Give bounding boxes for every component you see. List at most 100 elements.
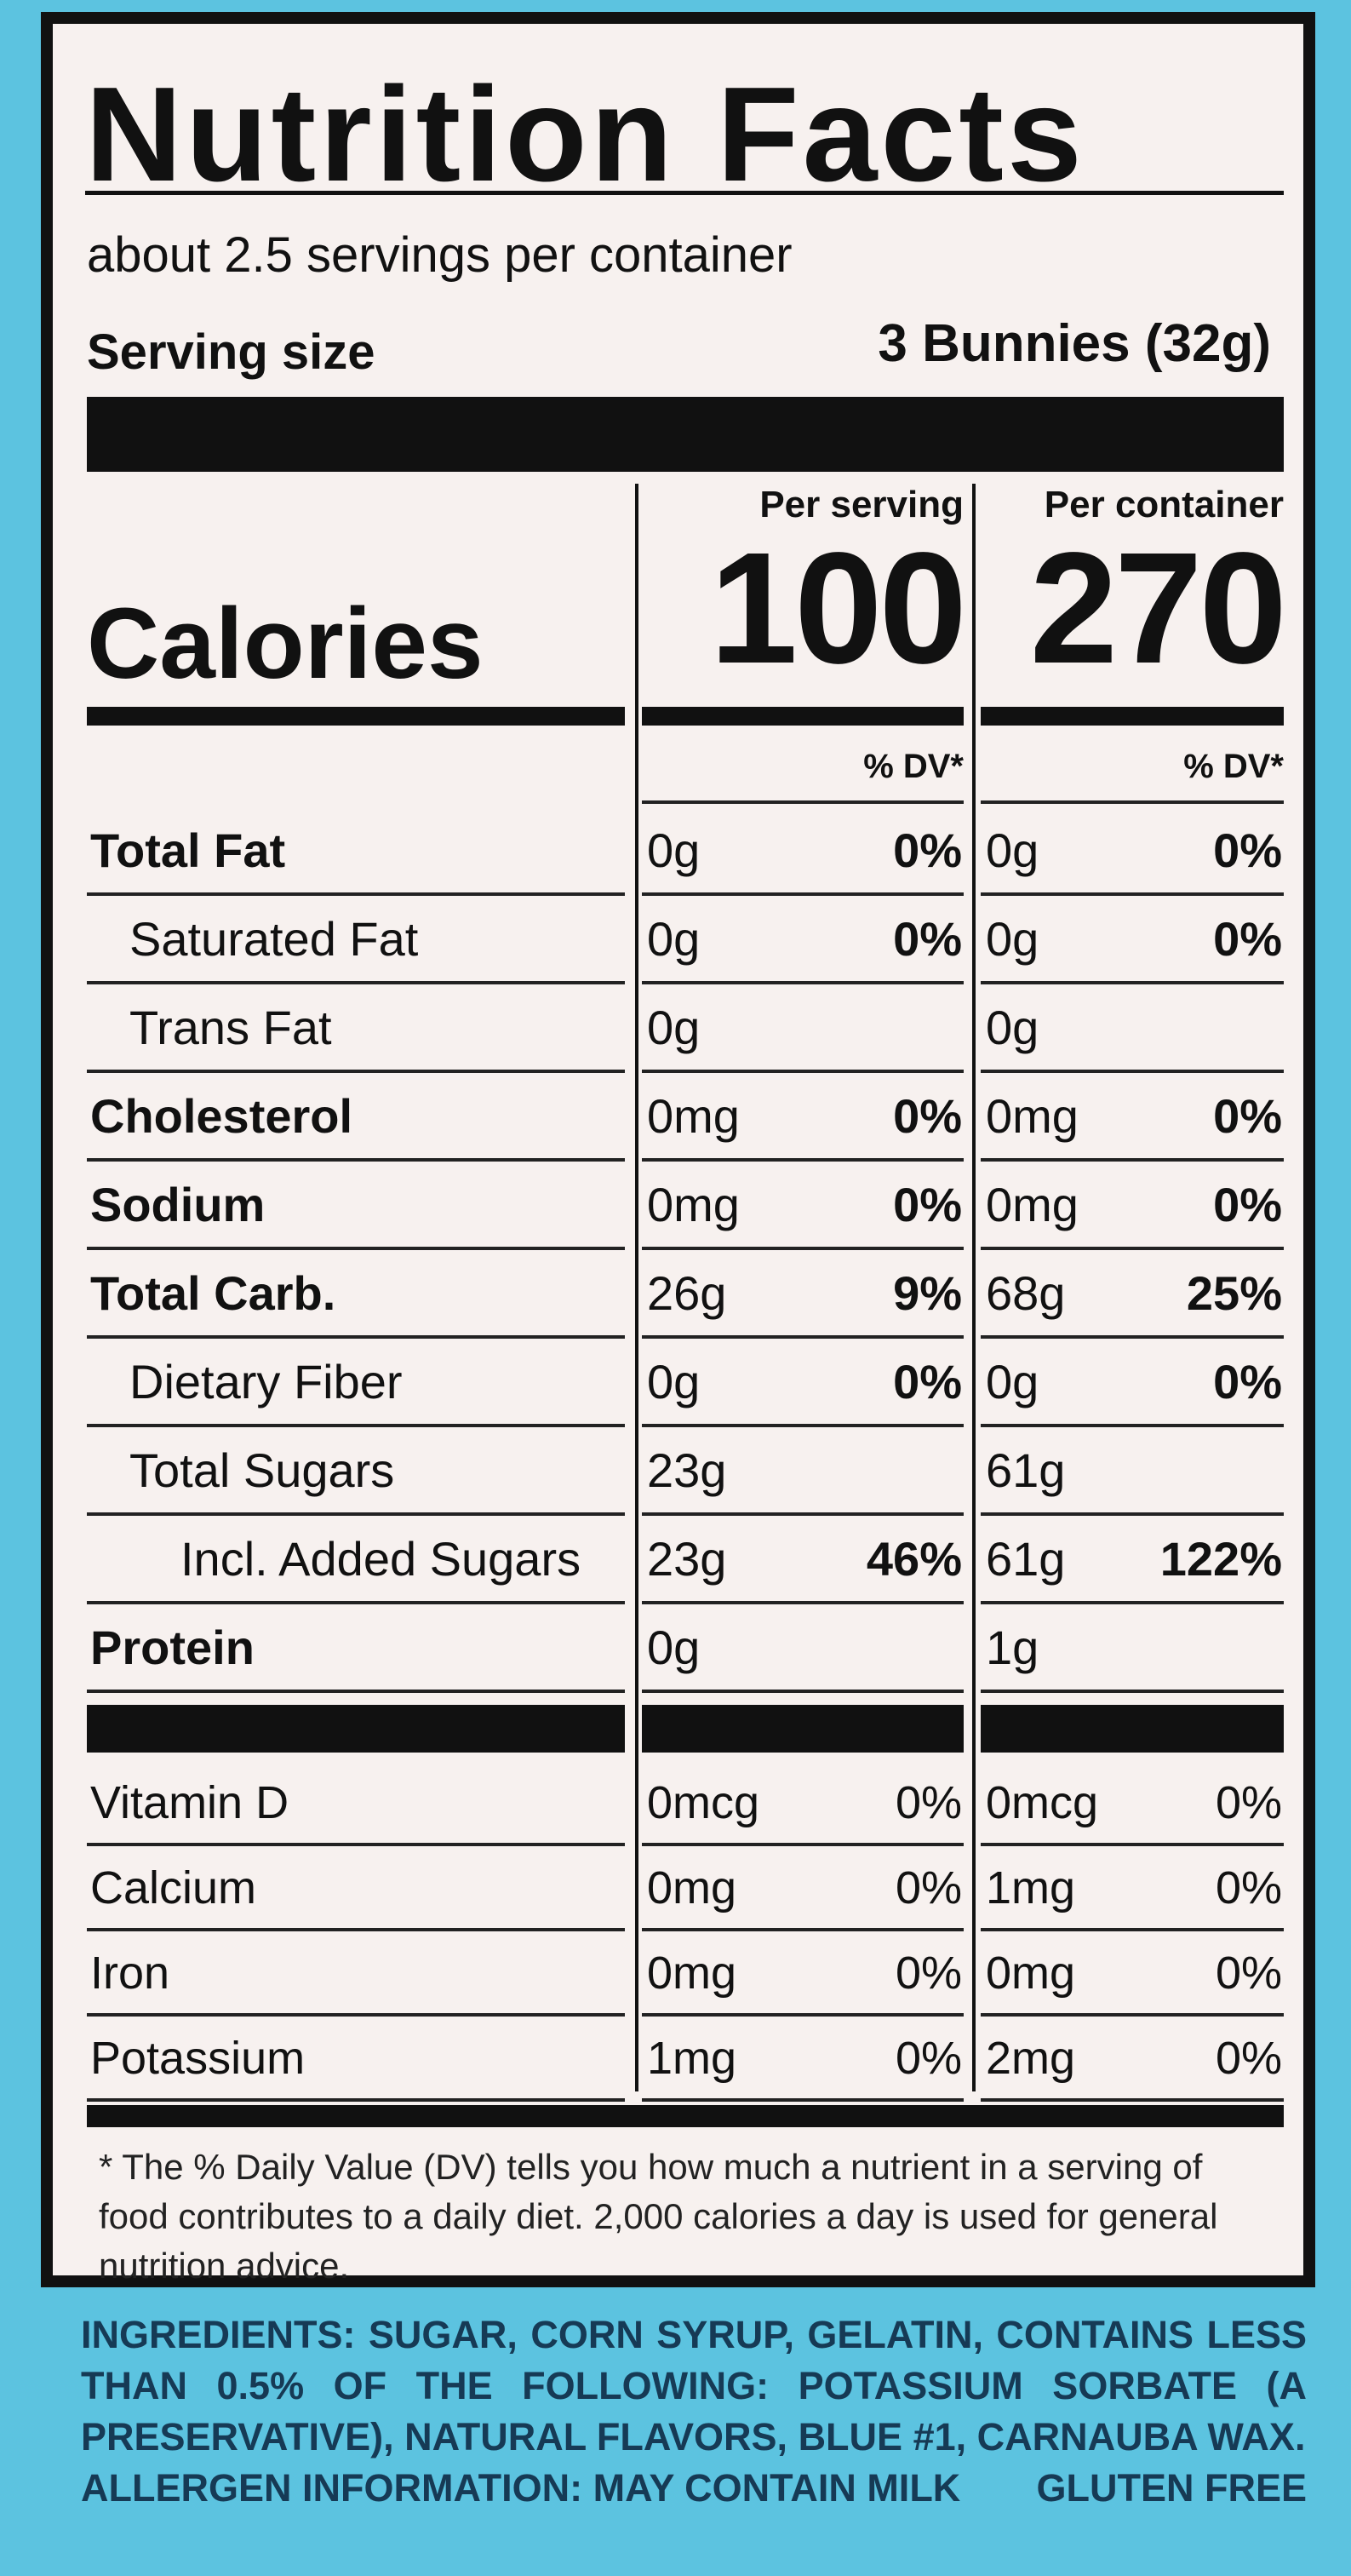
serving-size: 3 Bunnies (32g) (878, 314, 1271, 373)
amount: 2mg (986, 2033, 1076, 2084)
daily-value: 0% (893, 823, 962, 877)
rule (981, 1843, 1284, 1846)
calories-label: Calories (87, 588, 484, 700)
thick-rule (87, 397, 1284, 472)
amount: 0mcg (986, 1777, 1099, 1828)
nutrient-name: Total Fat (90, 823, 286, 877)
amount: 0g (986, 823, 1039, 877)
daily-value: 0% (1213, 1355, 1282, 1408)
nutrient-name: Total Carb. (90, 1266, 336, 1320)
rule (87, 2098, 625, 2102)
amount: 1mg (986, 1862, 1076, 1913)
nutrient-name: Trans Fat (129, 1001, 332, 1054)
nutrient-name: Potassium (90, 2033, 306, 2084)
rule (642, 1601, 964, 1604)
rule (87, 1335, 625, 1339)
amount: 0g (647, 1001, 701, 1054)
amount: 0g (647, 912, 701, 966)
column-header: Per container (1044, 484, 1284, 525)
rule (981, 1601, 1284, 1604)
rule (981, 2013, 1284, 2017)
nutrient-name: Vitamin D (90, 1777, 289, 1828)
rule (87, 1512, 625, 1516)
rule (642, 800, 964, 804)
rule (981, 1424, 1284, 1427)
rule (981, 1335, 1284, 1339)
amount: 0mcg (647, 1777, 760, 1828)
amount: 0mg (986, 1178, 1079, 1231)
nutrient-name: Protein (90, 1621, 255, 1674)
rule (981, 981, 1284, 984)
amount: 23g (647, 1532, 727, 1586)
rule (87, 1247, 625, 1250)
rule (87, 892, 625, 896)
dv-header: % DV* (863, 748, 964, 785)
rule (87, 981, 625, 984)
daily-value: 9% (893, 1266, 962, 1320)
daily-value: 0% (895, 2033, 962, 2084)
daily-value: 0% (1213, 1178, 1282, 1231)
daily-value: 25% (1186, 1266, 1282, 1320)
rule (981, 1690, 1284, 1693)
amount: 1mg (647, 2033, 737, 2084)
rule (87, 1928, 625, 1931)
daily-value: 46% (866, 1532, 962, 1586)
rule (981, 1928, 1284, 1931)
rule (981, 1512, 1284, 1516)
daily-value: 0% (1215, 1777, 1282, 1828)
column-divider (972, 484, 976, 2091)
rule (87, 2013, 625, 2017)
amount: 1g (986, 1621, 1039, 1674)
dv-header: % DV* (1183, 748, 1284, 785)
amount: 0g (647, 823, 701, 877)
ingredients: INGREDIENTS: SUGAR, CORN SYRUP, GELATIN,… (81, 2309, 1307, 2514)
rule (642, 2098, 964, 2102)
amount: 0g (986, 912, 1039, 966)
rule (642, 1335, 964, 1339)
amount: 61g (986, 1532, 1066, 1586)
thick-rule (981, 1705, 1284, 1753)
daily-value: 0% (895, 1777, 962, 1828)
rule (642, 892, 964, 896)
nutrient-name: Total Sugars (129, 1443, 395, 1497)
rule (87, 1843, 625, 1846)
rule (981, 1158, 1284, 1162)
rule (981, 1247, 1284, 1250)
amount: 0mg (986, 1089, 1079, 1143)
servings: about 2.5 servings per container (87, 227, 793, 283)
rule (87, 1424, 625, 1427)
nutrient-name: Calcium (90, 1862, 257, 1913)
allergen-label: ALLERGEN INFORMATION: (81, 2466, 583, 2510)
amount: 0mg (647, 1178, 740, 1231)
rule (981, 1070, 1284, 1073)
ingredients-label: INGREDIENTS: (81, 2313, 356, 2356)
rule (87, 1158, 625, 1162)
rule (642, 1158, 964, 1162)
rule (87, 1601, 625, 1604)
rule (981, 2098, 1284, 2102)
rule (642, 2013, 964, 2017)
nutrient-name: Sodium (90, 1178, 266, 1231)
amount: 0mg (647, 1089, 740, 1143)
daily-value: 0% (893, 1355, 962, 1408)
daily-value: 0% (895, 1948, 962, 1999)
rule (642, 1928, 964, 1931)
daily-value: 0% (893, 912, 962, 966)
nutrient-name: Dietary Fiber (129, 1355, 403, 1408)
amount: 68g (986, 1266, 1066, 1320)
gluten-free: GLUTEN FREE (1036, 2466, 1307, 2510)
rule (642, 1690, 964, 1693)
amount: 0g (647, 1355, 701, 1408)
daily-value: 0% (1213, 823, 1282, 877)
thick-rule (87, 2105, 1284, 2127)
column-divider (635, 484, 638, 2091)
footnote: * The % Daily Value (DV) tells you how m… (99, 2147, 1218, 2286)
allergen: MAY CONTAIN MILK (592, 2466, 961, 2510)
amount: 0mg (647, 1862, 737, 1913)
rule (87, 1070, 625, 1073)
rule (642, 1424, 964, 1427)
thick-rule (642, 1705, 964, 1753)
rule (642, 981, 964, 984)
thick-rule (642, 707, 964, 726)
